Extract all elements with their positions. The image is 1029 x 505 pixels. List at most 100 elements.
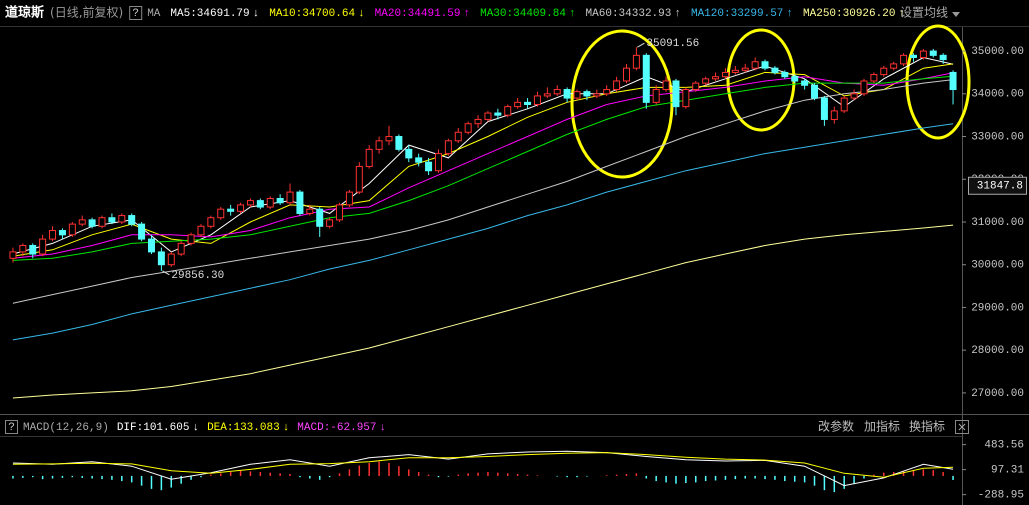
macd-bar	[398, 466, 400, 476]
macd-bar	[121, 475, 123, 482]
candle-body	[128, 215, 136, 225]
candle-body	[731, 69, 739, 73]
y-tick-label: 27000.00	[971, 388, 1024, 400]
macd-bar	[605, 475, 608, 476]
macd-bar	[31, 475, 34, 478]
macd-bar	[328, 475, 331, 478]
candle-body	[751, 61, 759, 69]
candle-body	[563, 89, 571, 99]
legend-label: MA60:34332.93	[586, 8, 672, 20]
line-series	[12, 72, 954, 259]
macd-bar	[130, 475, 133, 483]
macd-bar	[437, 475, 440, 478]
help-icon-box[interactable]	[129, 6, 143, 20]
help-icon-box[interactable]	[5, 420, 18, 434]
candle-body	[157, 251, 165, 266]
legend-arrow: ↑	[898, 8, 905, 20]
legend-label: MACD:-62.957	[297, 422, 376, 434]
macd-bar	[279, 473, 281, 476]
legend-label: MA20:34491.59	[375, 8, 461, 20]
candle-body	[9, 251, 17, 259]
toolbar-button[interactable]: 加指标	[864, 419, 900, 434]
candle-body	[801, 80, 809, 86]
toolbar-button[interactable]: 换指标	[909, 419, 945, 434]
candle-body	[524, 101, 532, 105]
candle-body	[811, 84, 819, 99]
candle-body	[850, 93, 858, 99]
candle-body	[444, 140, 452, 155]
candle-body	[326, 219, 334, 227]
candle-body	[573, 91, 581, 99]
candle-body	[652, 89, 660, 103]
macd-bar	[744, 475, 746, 479]
help-icon: ?	[132, 8, 139, 20]
legend-arrow: ↓	[380, 422, 387, 434]
candle-body	[405, 148, 413, 159]
y-tick-label: 30000.00	[971, 260, 1024, 272]
macd-bar	[338, 473, 341, 476]
macd-bar	[348, 469, 351, 476]
macd-bar	[81, 475, 83, 478]
y-tick-label: 33000.00	[971, 131, 1024, 143]
close-button[interactable]	[955, 420, 969, 434]
candle-body	[533, 95, 541, 105]
macd-bar	[704, 475, 707, 482]
macd-bar	[417, 472, 420, 476]
macd-bar	[457, 474, 460, 476]
line-series	[12, 123, 954, 341]
macd-bar	[467, 473, 469, 476]
legend-label: MA120:33299.57	[691, 8, 783, 20]
highlight-circle	[905, 24, 971, 140]
macd-bar	[793, 475, 796, 482]
y-tick-label: 35000.00	[971, 46, 1024, 58]
line-series	[12, 452, 954, 478]
candle-body	[138, 223, 146, 240]
macd-bar	[318, 475, 321, 480]
macd-bar	[289, 473, 291, 476]
macd-bar	[764, 475, 766, 480]
macd-bar	[190, 475, 192, 480]
macd-bar	[843, 475, 845, 489]
candle-body	[286, 191, 294, 204]
dropdown-icon[interactable]	[952, 12, 960, 17]
legend-arrow: ↑	[464, 8, 471, 20]
highlight-circle	[570, 29, 674, 179]
candle-body	[919, 50, 927, 58]
macd-bar	[71, 475, 74, 478]
legend-label: DEA:133.083	[207, 422, 280, 434]
candle-body	[860, 80, 868, 95]
settings-button[interactable]: 设置均线	[900, 6, 948, 20]
cursor-price-label: 31847.8	[977, 181, 1023, 193]
macd-bar	[586, 475, 588, 477]
candle-body	[434, 153, 442, 172]
toolbar-button[interactable]: 改参数	[818, 419, 854, 434]
macd-bar	[922, 469, 925, 476]
macd-bar	[160, 475, 163, 491]
candle-body	[167, 253, 175, 266]
macd-bar	[734, 475, 737, 480]
candle-body	[484, 112, 492, 120]
line-series	[12, 79, 954, 304]
candle-body	[692, 82, 700, 91]
candle-body	[632, 54, 640, 69]
macd-bar	[51, 475, 54, 479]
macd-bar	[665, 475, 667, 483]
candle-body	[880, 67, 888, 76]
candle-body	[276, 197, 284, 204]
line-series	[12, 224, 954, 399]
macd-bar	[892, 472, 895, 476]
macd-bar	[388, 462, 390, 476]
macd-bar	[714, 475, 717, 481]
candle-body	[296, 191, 304, 214]
legend-arrow: ↑	[674, 8, 681, 20]
candle-body	[306, 208, 314, 214]
candle-body	[365, 148, 373, 167]
line-series	[12, 450, 954, 487]
candle-body	[147, 238, 155, 253]
candle-body	[246, 200, 254, 206]
macd-bar	[823, 475, 826, 491]
candle-body	[19, 244, 27, 253]
macd-bar	[170, 475, 173, 488]
